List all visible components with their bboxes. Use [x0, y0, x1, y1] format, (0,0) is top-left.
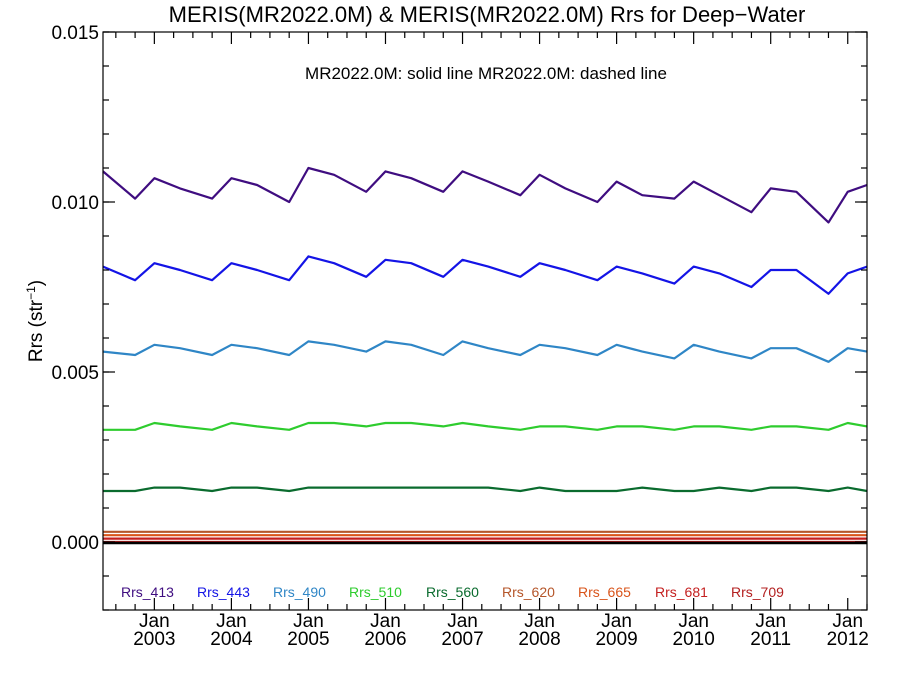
series-line-rrs-510 [103, 421, 868, 431]
y-axis: 0.000 0.005 0.010 0.015 [51, 23, 867, 611]
y-tick-label: 0.005 [51, 363, 99, 384]
legend-item-rrs-681: Rrs_681 [655, 584, 708, 600]
y-tick-label: 0.010 [51, 193, 99, 214]
x-tick-year: 2012 [827, 629, 869, 650]
legend-item-rrs-665: Rrs_665 [578, 584, 631, 600]
x-tick-year: 2004 [210, 629, 253, 650]
series-line-rrs-443 [102, 255, 868, 295]
legend-item-rrs-443: Rrs_443 [197, 584, 250, 600]
x-tick-month: Jan [678, 611, 709, 632]
legend-item-rrs-620: Rrs_620 [502, 584, 555, 600]
series-line-rrs-560 [103, 486, 868, 493]
plot-frame [102, 31, 868, 611]
x-tick-month: Jan [447, 611, 478, 632]
y-axis-label: Rrs (str−1) [24, 280, 47, 362]
legend: Rrs_413 Rrs_443 Rrs_490 Rrs_510 Rrs_560 Rrs_6… [121, 584, 784, 600]
x-tick-year: 2006 [364, 629, 406, 650]
x-tick-year: 2007 [441, 629, 483, 650]
x-tick-month: Jan [524, 611, 555, 632]
legend-item-rrs-709: Rrs_709 [731, 584, 784, 600]
x-tick-year: 2005 [287, 629, 329, 650]
series-line-rrs-490 [102, 340, 868, 363]
y-axis-label-main: Rrs (str [26, 299, 47, 362]
x-tick-month: Jan [216, 611, 247, 632]
y-axis-label-close: ) [26, 280, 47, 286]
x-tick-month: Jan [139, 611, 170, 632]
line-style-note: MR2022.0M: solid line MR2022.0M: dashed … [305, 64, 667, 83]
chart-title: MERIS(MR2022.0M) & MERIS(MR2022.0M) Rrs … [169, 2, 806, 27]
legend-item-rrs-490: Rrs_490 [273, 584, 326, 600]
x-axis: Jan2003Jan2004Jan2005Jan2006Jan2007Jan20… [115, 32, 869, 650]
x-tick-month: Jan [370, 611, 401, 632]
legend-item-rrs-510: Rrs_510 [349, 584, 402, 600]
y-axis-label-superscript: −1 [24, 286, 38, 300]
x-tick-month: Jan [601, 611, 632, 632]
y-tick-label: 0.015 [51, 23, 99, 44]
legend-item-rrs-413: Rrs_413 [121, 584, 174, 600]
series-layer [102, 166, 868, 545]
x-tick-month: Jan [755, 611, 786, 632]
x-tick-month: Jan [832, 611, 863, 632]
x-tick-year: 2003 [133, 629, 175, 650]
x-tick-year: 2008 [518, 629, 560, 650]
x-tick-year: 2009 [595, 629, 637, 650]
series-line-rrs-413 [102, 166, 868, 224]
y-tick-label: 0.000 [51, 533, 99, 554]
legend-item-rrs-560: Rrs_560 [426, 584, 479, 600]
x-tick-year: 2011 [750, 629, 791, 650]
x-tick-month: Jan [293, 611, 324, 632]
x-tick-year: 2010 [673, 629, 715, 650]
